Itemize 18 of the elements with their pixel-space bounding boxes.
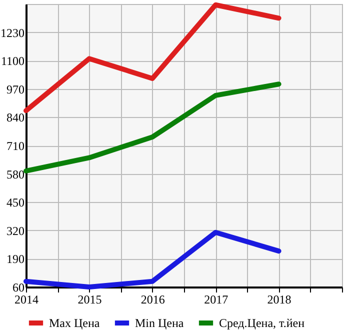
x-tick-label: 2018 [267,292,292,306]
legend-label: Max Цена [49,316,100,330]
x-tick-label: 2014 [14,292,38,306]
y-tick-label: 450 [6,196,24,210]
legend-label: Min Цена [135,316,184,330]
x-tick-label: 2017 [204,292,228,306]
y-tick-label: 710 [6,139,24,153]
y-tick-label: 190 [6,252,24,266]
y-tick-label: 840 [6,110,24,125]
y-tick-label: 60 [12,280,24,294]
y-tick-label: 1100 [0,54,24,68]
y-tick-label: 580 [6,167,24,182]
legend-label: Сред.Цена, т.йен [219,316,306,330]
y-tick-label: 320 [6,224,24,238]
y-tick-label: 1230 [0,26,24,40]
x-tick-label: 2015 [78,292,102,306]
x-tick-label: 2016 [140,292,165,306]
y-tick-label: 970 [6,82,24,96]
